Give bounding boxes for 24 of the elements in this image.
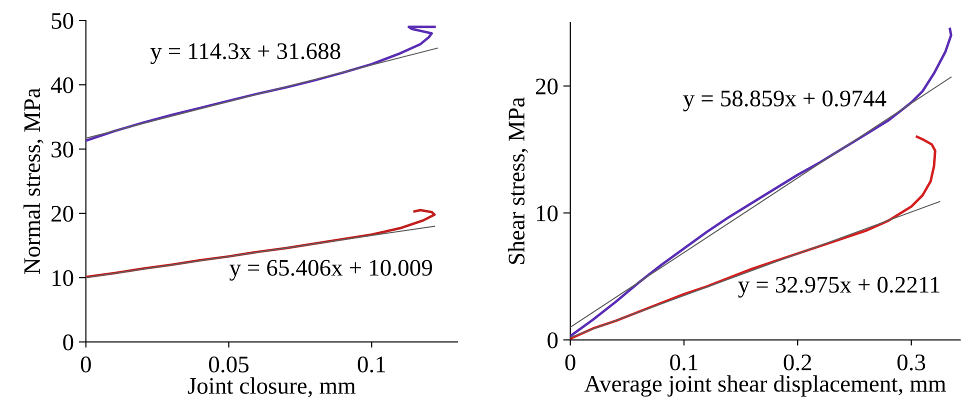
x-tick-label: 0.1 [358,356,386,373]
y-tick-label: 30 [52,142,74,158]
annotation: y = 58.859x + 0.9744 [683,90,886,112]
y-tick-label: 20 [536,78,558,94]
x-axis-title: Average joint shear displacement, mm [584,375,946,397]
y-tick-label: 10 [536,205,558,222]
y-tick-label: 20 [52,206,74,222]
x-axis-title: Joint closure, mm [188,377,356,398]
annotation: y = 65.406x + 10.009 [230,260,432,281]
annotation: y = 32.975x + 0.2211 [738,276,940,298]
y-tick-label: 50 [52,12,74,29]
x-tick-label: 0 [565,354,576,370]
y-tick-label: 10 [52,270,74,286]
x-tick-label: 0 [80,356,91,372]
y-tick-label: 0 [548,332,558,348]
x-tick-label: 0.05 [209,356,249,373]
annotation: y = 114.3x + 31.688 [150,43,340,64]
x-tick-label: 0.3 [897,354,926,370]
x-tick-label: 0.2 [784,354,812,370]
y-tick-label: 0 [63,334,74,350]
y-axis-title: Shear stress, MPa [508,97,528,264]
x-tick-label: 0.1 [670,354,698,370]
y-tick-label: 40 [50,77,74,94]
y-axis-title: Normal stress, MPa [24,88,44,274]
